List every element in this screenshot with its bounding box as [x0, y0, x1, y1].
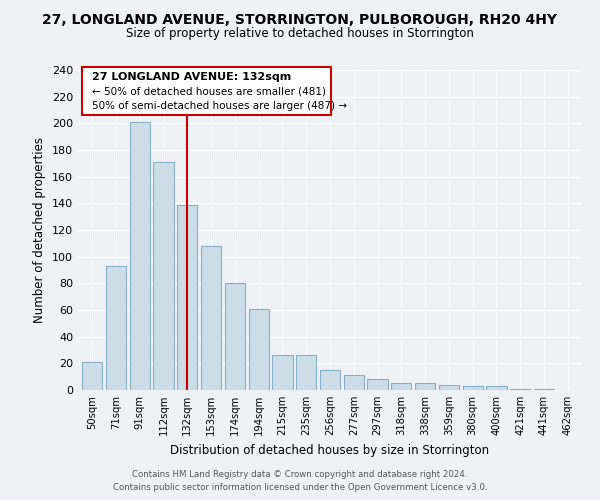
- Text: 27, LONGLAND AVENUE, STORRINGTON, PULBOROUGH, RH20 4HY: 27, LONGLAND AVENUE, STORRINGTON, PULBOR…: [43, 12, 557, 26]
- Bar: [344, 376, 364, 390]
- Bar: [367, 380, 388, 390]
- Bar: [225, 284, 245, 390]
- Text: ← 50% of detached houses are smaller (481): ← 50% of detached houses are smaller (48…: [92, 86, 326, 97]
- Bar: [106, 266, 126, 390]
- Text: Contains HM Land Registry data © Crown copyright and database right 2024.: Contains HM Land Registry data © Crown c…: [132, 470, 468, 479]
- Bar: [463, 386, 483, 390]
- Text: Contains public sector information licensed under the Open Government Licence v3: Contains public sector information licen…: [113, 483, 487, 492]
- Bar: [177, 204, 197, 390]
- Y-axis label: Number of detached properties: Number of detached properties: [34, 137, 46, 323]
- Bar: [296, 356, 316, 390]
- Bar: [391, 384, 412, 390]
- Bar: [130, 122, 150, 390]
- Bar: [82, 362, 103, 390]
- Bar: [248, 308, 269, 390]
- Text: 27 LONGLAND AVENUE: 132sqm: 27 LONGLAND AVENUE: 132sqm: [92, 72, 291, 82]
- Bar: [320, 370, 340, 390]
- Bar: [510, 388, 530, 390]
- Bar: [439, 384, 459, 390]
- Bar: [154, 162, 173, 390]
- X-axis label: Distribution of detached houses by size in Storrington: Distribution of detached houses by size …: [170, 444, 490, 456]
- Bar: [487, 386, 506, 390]
- Bar: [534, 388, 554, 390]
- Text: 50% of semi-detached houses are larger (487) →: 50% of semi-detached houses are larger (…: [92, 100, 347, 110]
- Bar: [415, 384, 435, 390]
- Bar: [201, 246, 221, 390]
- Text: Size of property relative to detached houses in Storrington: Size of property relative to detached ho…: [126, 28, 474, 40]
- Bar: [272, 356, 293, 390]
